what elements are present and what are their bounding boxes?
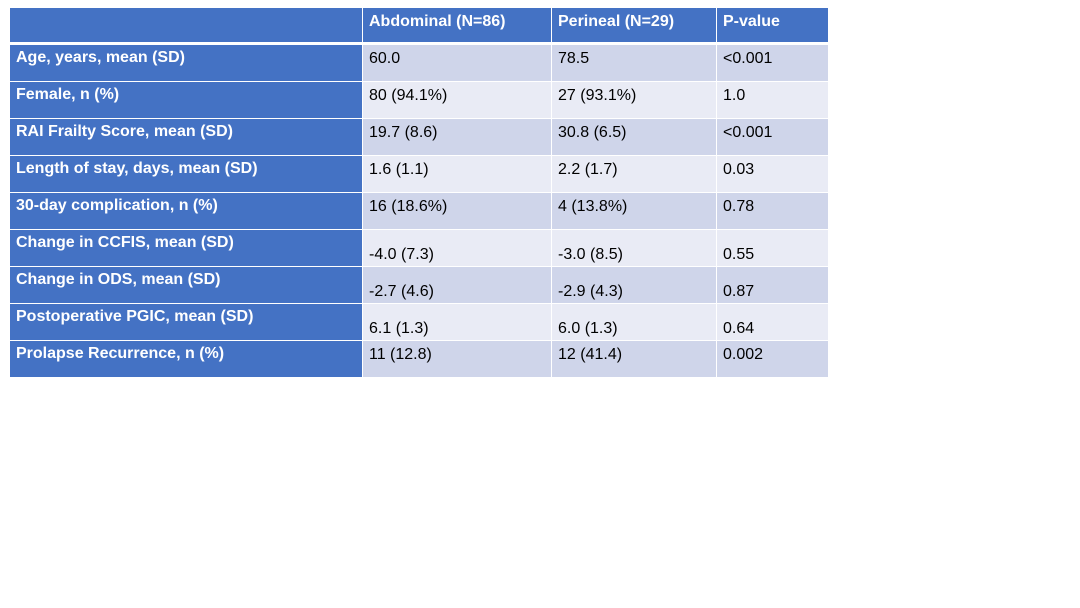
p-value-cell: 1.0 <box>717 82 828 119</box>
abdominal-cell: 80 (94.1%) <box>363 82 552 119</box>
abdominal-cell: 1.6 (1.1) <box>363 156 552 193</box>
abdominal-cell: -4.0 (7.3) <box>363 230 552 267</box>
table-row: Prolapse Recurrence, n (%) 11 (12.8) 12 … <box>10 341 828 378</box>
perineal-cell: 4 (13.8%) <box>552 193 717 230</box>
p-value-cell: <0.001 <box>717 119 828 156</box>
p-value-cell: 0.64 <box>717 304 828 341</box>
table-row: Length of stay, days, mean (SD) 1.6 (1.1… <box>10 156 828 193</box>
results-table: Abdominal (N=86) Perineal (N=29) P-value… <box>10 8 828 378</box>
perineal-cell: -3.0 (8.5) <box>552 230 717 267</box>
p-value-cell: 0.78 <box>717 193 828 230</box>
row-label: 30-day complication, n (%) <box>10 193 363 230</box>
abdominal-cell: 16 (18.6%) <box>363 193 552 230</box>
row-label: Female, n (%) <box>10 82 363 119</box>
perineal-cell: 78.5 <box>552 45 717 82</box>
header-cell-perineal: Perineal (N=29) <box>552 8 717 45</box>
header-cell-p-value: P-value <box>717 8 828 45</box>
row-label: Prolapse Recurrence, n (%) <box>10 341 363 378</box>
perineal-cell: 6.0 (1.3) <box>552 304 717 341</box>
table-row: 30-day complication, n (%) 16 (18.6%) 4 … <box>10 193 828 230</box>
perineal-cell: 2.2 (1.7) <box>552 156 717 193</box>
p-value-cell: 0.03 <box>717 156 828 193</box>
row-label: Age, years, mean (SD) <box>10 45 363 82</box>
abdominal-cell: 6.1 (1.3) <box>363 304 552 341</box>
row-label: Postoperative PGIC, mean (SD) <box>10 304 363 341</box>
perineal-cell: -2.9 (4.3) <box>552 267 717 304</box>
table-header: Abdominal (N=86) Perineal (N=29) P-value <box>10 8 828 45</box>
table-body: Age, years, mean (SD) 60.0 78.5 <0.001 F… <box>10 45 828 378</box>
table-row: RAI Frailty Score, mean (SD) 19.7 (8.6) … <box>10 119 828 156</box>
abdominal-cell: 11 (12.8) <box>363 341 552 378</box>
abdominal-cell: 60.0 <box>363 45 552 82</box>
p-value-cell: 0.87 <box>717 267 828 304</box>
p-value-cell: 0.002 <box>717 341 828 378</box>
header-row: Abdominal (N=86) Perineal (N=29) P-value <box>10 8 828 45</box>
table-row: Postoperative PGIC, mean (SD) 6.1 (1.3) … <box>10 304 828 341</box>
table-row: Age, years, mean (SD) 60.0 78.5 <0.001 <box>10 45 828 82</box>
abdominal-cell: -2.7 (4.6) <box>363 267 552 304</box>
table-row: Change in ODS, mean (SD) -2.7 (4.6) -2.9… <box>10 267 828 304</box>
perineal-cell: 27 (93.1%) <box>552 82 717 119</box>
perineal-cell: 12 (41.4) <box>552 341 717 378</box>
header-cell-empty <box>10 8 363 45</box>
p-value-cell: <0.001 <box>717 45 828 82</box>
row-label: Change in CCFIS, mean (SD) <box>10 230 363 267</box>
perineal-cell: 30.8 (6.5) <box>552 119 717 156</box>
p-value-cell: 0.55 <box>717 230 828 267</box>
table-row: Female, n (%) 80 (94.1%) 27 (93.1%) 1.0 <box>10 82 828 119</box>
row-label: Length of stay, days, mean (SD) <box>10 156 363 193</box>
row-label: RAI Frailty Score, mean (SD) <box>10 119 363 156</box>
table-row: Change in CCFIS, mean (SD) -4.0 (7.3) -3… <box>10 230 828 267</box>
header-cell-abdominal: Abdominal (N=86) <box>363 8 552 45</box>
row-label: Change in ODS, mean (SD) <box>10 267 363 304</box>
abdominal-cell: 19.7 (8.6) <box>363 119 552 156</box>
